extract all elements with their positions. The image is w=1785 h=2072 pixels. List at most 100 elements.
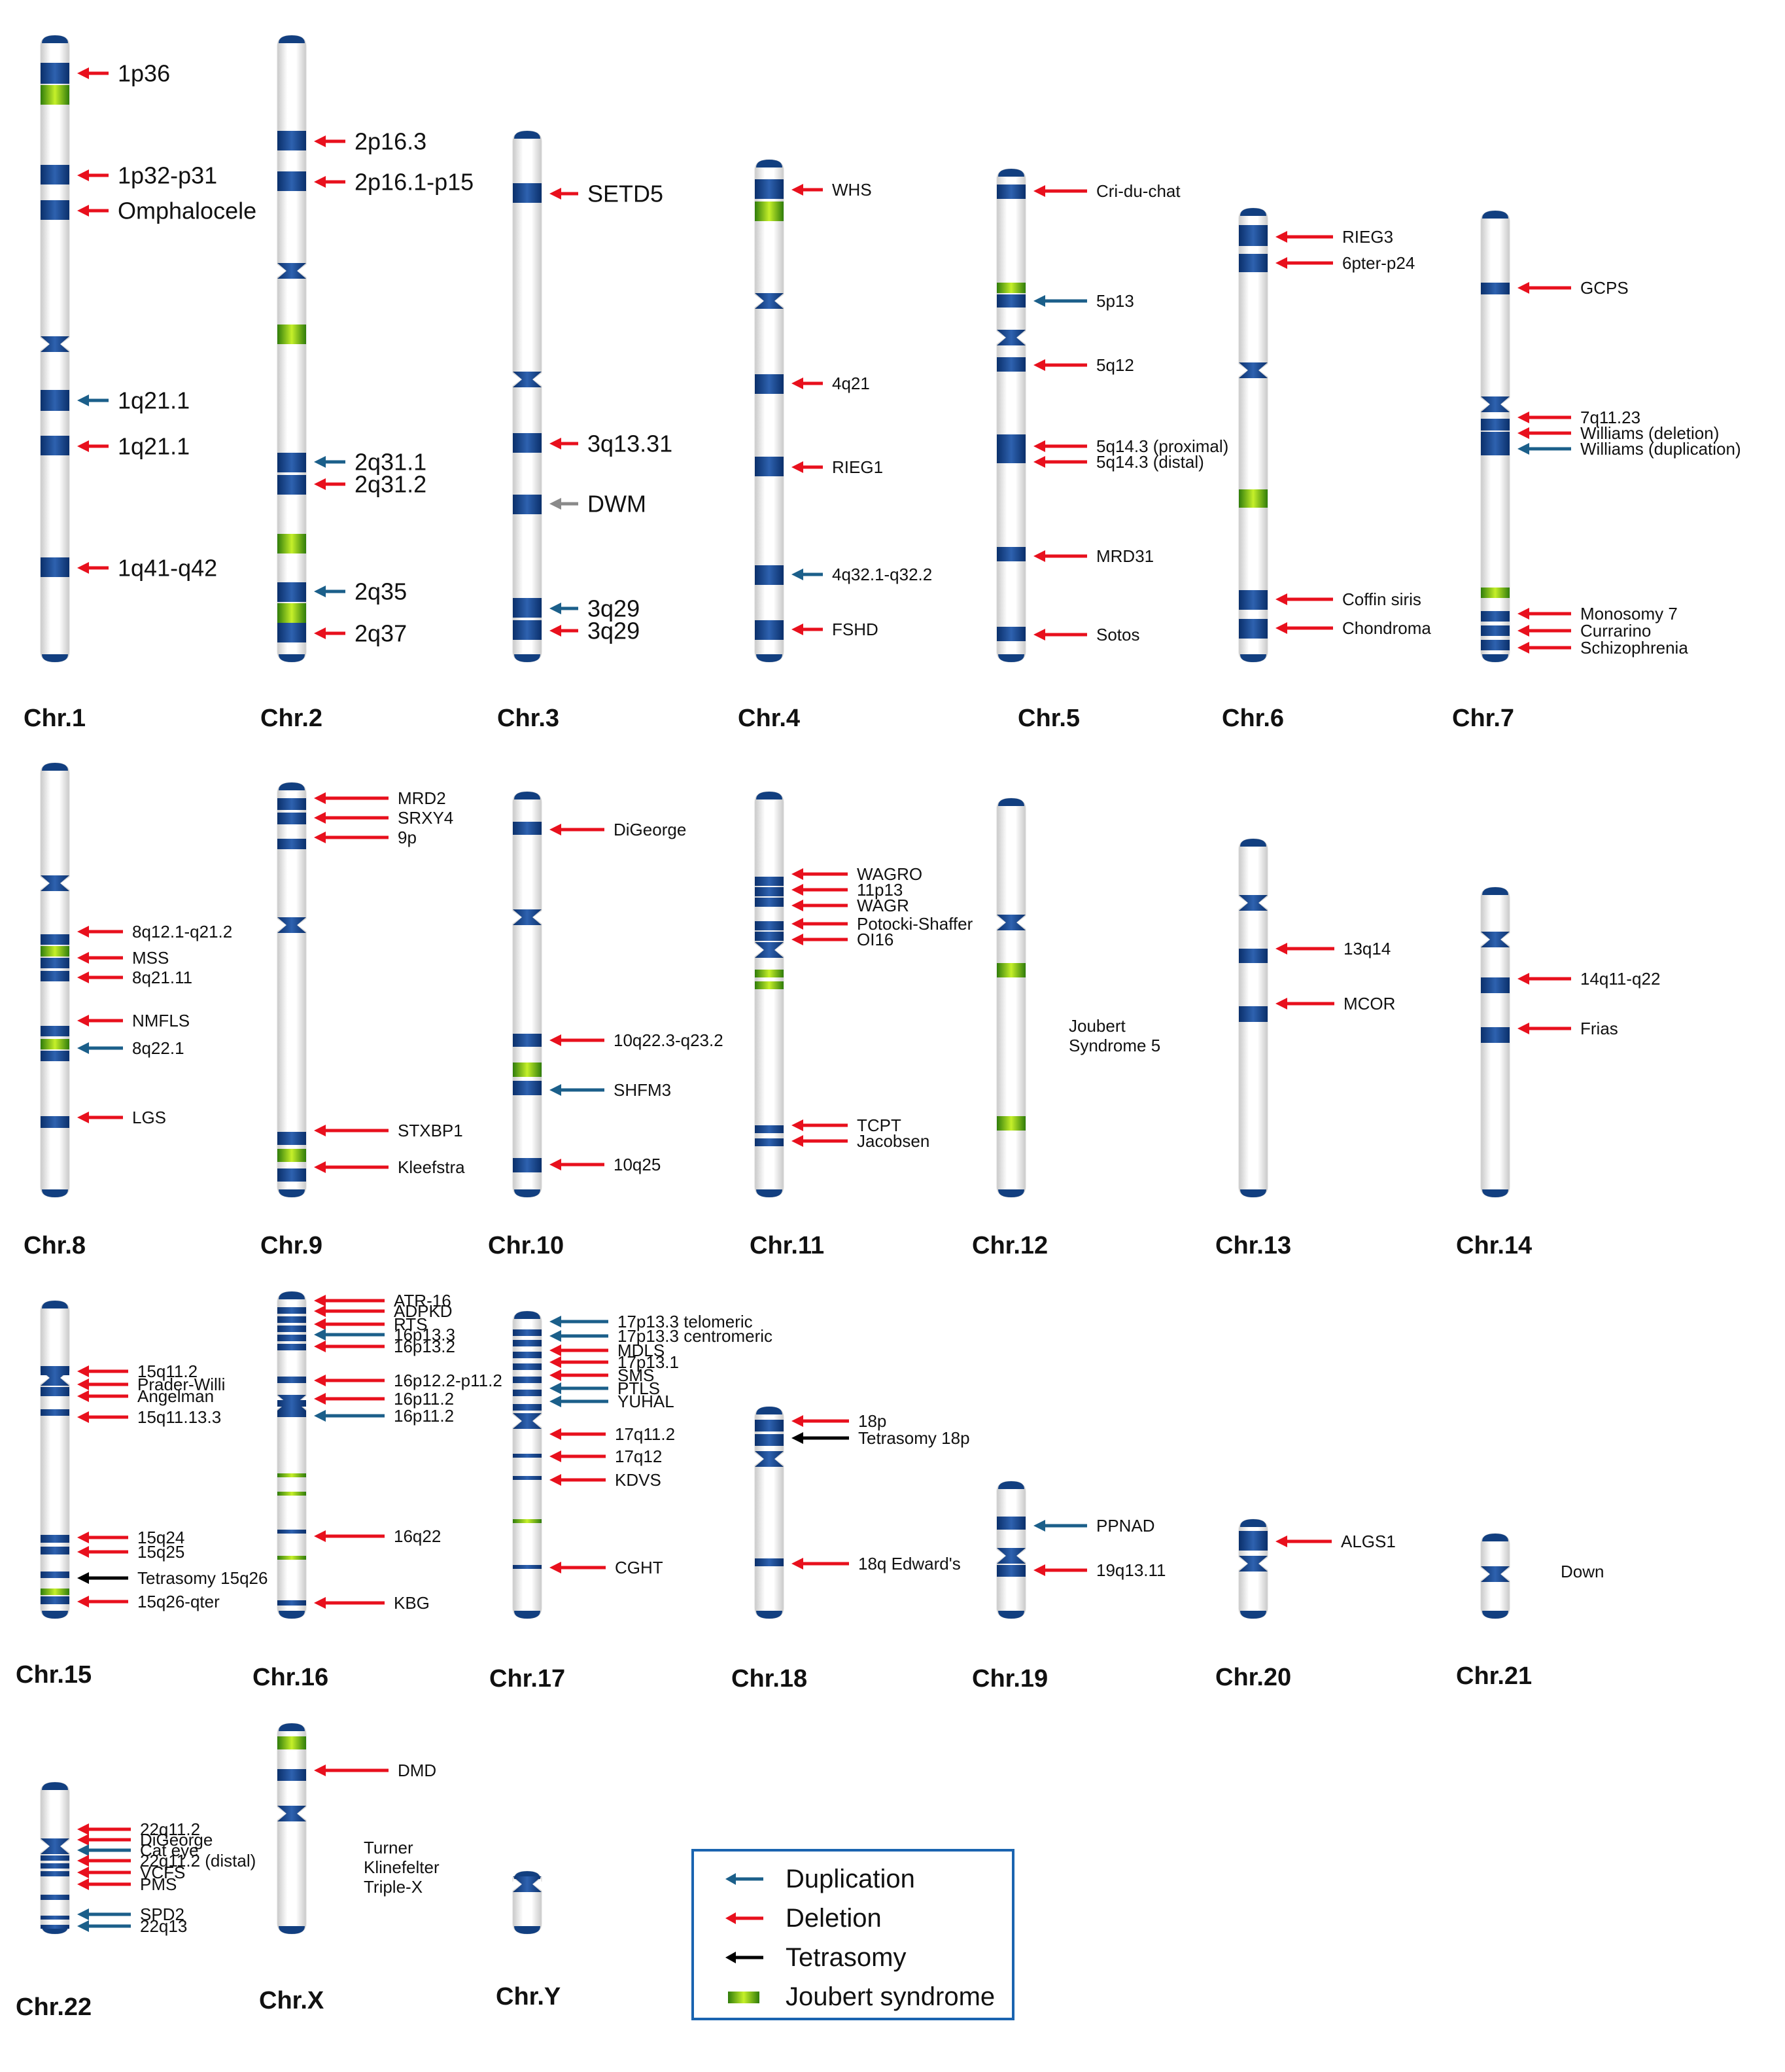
cnv-band (513, 1476, 542, 1480)
cnv-band (755, 1138, 784, 1146)
chromosome-label: Chr.11 (750, 1232, 824, 1259)
arrow-icon (77, 67, 89, 79)
cnv-band (755, 898, 784, 907)
cnv-band (755, 1558, 784, 1566)
centromere (997, 1548, 1026, 1564)
joubert-band (277, 1556, 306, 1560)
arrow-icon (1517, 427, 1529, 439)
arrow-icon (77, 1378, 89, 1390)
arrow-icon (77, 1878, 89, 1890)
cnv-label: 8q22.1 (132, 1038, 184, 1058)
chromosome-5: Chr.5 Cri-du-chat 5p13 5q12 5q14.3 (proximal… (996, 168, 1228, 732)
cnv-band (1481, 419, 1510, 430)
cnv-label: NMFLS (132, 1011, 190, 1030)
telomere-top (1240, 208, 1266, 216)
cnv-label: MDLS (617, 1341, 665, 1360)
arrow-icon (791, 1558, 803, 1570)
legend-joubert-band-icon (725, 1989, 765, 2005)
arrow-icon (77, 1015, 89, 1027)
cnv-band (41, 1572, 69, 1578)
arrow-icon (791, 461, 803, 473)
arrow-icon (549, 1159, 561, 1170)
cnv-band (513, 495, 542, 514)
cnv-label: 1q21.1 (118, 387, 190, 414)
joubert-band (277, 325, 306, 344)
centromere (1239, 1556, 1268, 1572)
telomere-top (1482, 887, 1508, 895)
cnv-label: Tetrasomy 18p (858, 1428, 970, 1448)
arrow-icon (791, 1135, 803, 1147)
arrow-icon (549, 603, 561, 614)
arrow-icon (549, 1428, 561, 1440)
cnv-label: OI16 (857, 930, 893, 949)
arrow-icon (791, 884, 803, 896)
centromere (277, 917, 306, 933)
joubert-band (997, 963, 1026, 977)
chromosome-label: Chr.9 (260, 1232, 322, 1259)
cnv-band (513, 1454, 542, 1458)
joubert-band (277, 1492, 306, 1496)
arrow-icon (314, 478, 326, 490)
cnv-band (41, 557, 69, 577)
cnv-band (997, 184, 1026, 199)
arrow-icon (549, 1344, 561, 1356)
cnv-band (755, 921, 784, 930)
arrow-icon (314, 1765, 326, 1776)
cnv-label: 11p13 (857, 880, 903, 900)
chromosome-body (996, 798, 1026, 1198)
chromosome-label: Chr.20 (1215, 1664, 1291, 1691)
cnv-band (277, 453, 306, 472)
cnv-band (513, 183, 542, 203)
chromosome-body (277, 35, 307, 663)
centromere (513, 372, 542, 387)
cnv-band (997, 434, 1026, 449)
arrow-icon (1275, 593, 1287, 605)
telomere-bottom (514, 1926, 540, 1934)
arrow-icon (791, 900, 803, 911)
telomere-bottom (279, 1611, 305, 1619)
cnv-label: 2p16.1-p15 (355, 169, 474, 196)
cnv-band (277, 582, 306, 602)
chromosome-20: Chr.20 ALGS1 (1215, 1519, 1396, 1691)
telomere-bottom (42, 1611, 68, 1619)
cnv-label: Kleefstra (398, 1157, 465, 1177)
cnv-band (1239, 1531, 1268, 1551)
cnv-label: 10q25 (614, 1155, 661, 1174)
telomere-bottom (998, 1611, 1024, 1619)
cnv-band (755, 887, 784, 896)
arrow-icon (791, 1432, 803, 1444)
arrow-icon (549, 438, 561, 449)
cnv-band (513, 598, 542, 618)
cnv-label: 10q22.3-q23.2 (614, 1030, 723, 1050)
cnv-band (41, 63, 69, 84)
cnv-label: SETD5 (587, 181, 663, 207)
cnv-label: 1q41-q42 (118, 555, 217, 582)
arrow-icon (791, 569, 803, 580)
chromosome-body (996, 168, 1026, 663)
cnv-label: MRD31 (1096, 546, 1154, 566)
cnv-label: 2q31.2 (355, 471, 426, 498)
joubert-band (513, 1519, 542, 1523)
cnv-label: 19q13.11 (1096, 1560, 1166, 1580)
arrow-icon (77, 952, 89, 964)
cnv-band (513, 1340, 542, 1346)
chromosome-label: Chr.X (259, 1987, 324, 2014)
arrow-icon (314, 1410, 326, 1422)
centromere (277, 263, 306, 279)
telomere-bottom (279, 1189, 305, 1197)
arrow-icon (1033, 1564, 1045, 1576)
cnv-band (41, 390, 69, 411)
cnv-band (277, 813, 306, 824)
cnv-band (277, 623, 306, 642)
cnv-label: 15q25 (137, 1542, 184, 1562)
cnv-label: WAGR (857, 896, 909, 915)
telomere-top (756, 160, 782, 167)
arrow-icon (77, 1844, 89, 1856)
arrow-icon (1517, 282, 1529, 294)
arrow-icon (791, 1119, 803, 1131)
cnv-label: 2q37 (355, 620, 407, 647)
chromosome-body (40, 1300, 70, 1619)
